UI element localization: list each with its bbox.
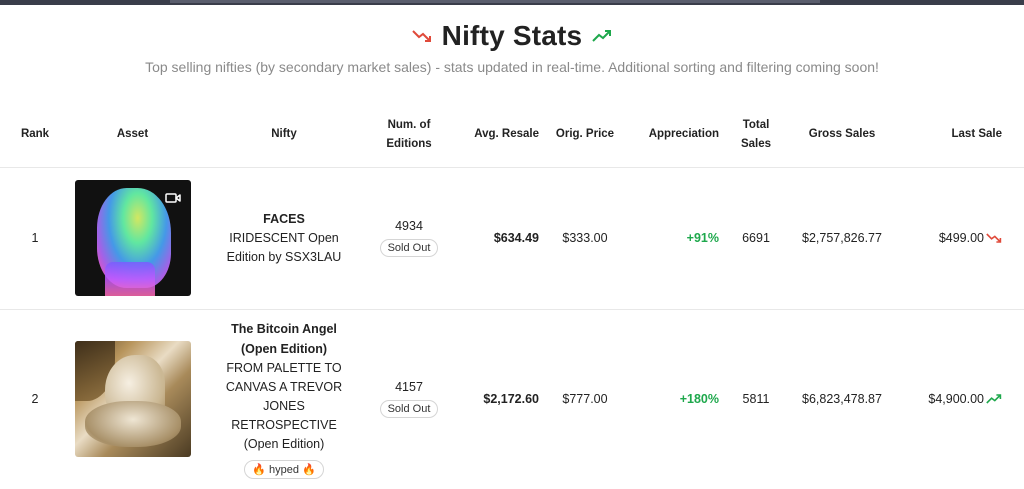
nifty-stats-table: Rank Asset Nifty Num. of Editions Avg. R… <box>0 103 1024 489</box>
nifty-subtitle-line4: RETROSPECTIVE <box>231 418 337 433</box>
column-header-appreciation[interactable]: Appreciation <box>648 128 719 141</box>
last-sale-cell: $499.00 <box>899 167 1024 309</box>
video-camera-icon <box>164 193 181 203</box>
title-row: Nifty Stats <box>0 18 1024 54</box>
editions-header-line1: Num. of <box>387 118 431 131</box>
rank-cell: 2 <box>31 392 39 407</box>
browser-tab-strip <box>170 0 820 3</box>
nifty-title-link[interactable]: The Bitcoin Angel (Open Edition) <box>195 319 373 359</box>
fire-icon: 🔥 <box>252 464 266 477</box>
gross-sales-cell: $6,823,478.87 <box>802 392 882 407</box>
page-title: Nifty Stats <box>441 20 583 51</box>
sold-out-badge: Sold Out <box>379 239 439 257</box>
asset-cell <box>70 167 195 309</box>
nifty-subtitle-line5: (Open Edition) <box>243 437 325 452</box>
trending-up-icon <box>986 394 1002 404</box>
total-header-line1: Total <box>742 118 770 131</box>
page-header: Nifty Stats Top selling nifties (by seco… <box>0 18 1024 75</box>
table-row[interactable]: 1 FACES IRIDESCENT Open Edition by SSX3L… <box>0 167 1024 309</box>
editions-header-line2: Editions <box>386 137 432 150</box>
editions-cell: 4157 Sold Out <box>373 309 445 489</box>
editions-cell: 4934 Sold Out <box>373 167 445 309</box>
total-header-line2: Sales <box>740 137 772 150</box>
nifty-title-line2: (Open Edition) <box>240 342 328 357</box>
column-header-asset[interactable]: Asset <box>116 128 149 141</box>
avg-resale-cell: $2,172.60 <box>483 392 539 407</box>
browser-top-bar <box>0 0 1024 5</box>
orig-price-cell: $333.00 <box>562 231 608 245</box>
asset-cell <box>70 309 195 489</box>
nifty-subtitle: FROM PALETTE TO CANVAS A TREVOR JONES RE… <box>195 359 373 454</box>
hyped-label: hyped <box>269 464 299 477</box>
asset-thumbnail[interactable] <box>74 341 191 458</box>
gross-sales-cell: $2,757,826.77 <box>802 231 882 245</box>
orig-price-cell: $777.00 <box>562 392 608 407</box>
asset-thumbnail[interactable] <box>74 180 191 296</box>
last-sale-wrap: $4,900.00 <box>928 392 1002 406</box>
appreciation-cell: +180% <box>679 392 719 407</box>
column-header-rank[interactable]: Rank <box>20 128 50 141</box>
total-sales-cell: 5811 <box>742 392 770 407</box>
avg-resale-cell: $634.49 <box>493 231 539 245</box>
table-row[interactable]: 2 The Bitcoin Angel (Open Edition) FROM … <box>0 309 1024 489</box>
rank-cell: 1 <box>31 231 39 245</box>
column-header-total-sales[interactable]: Total Sales <box>727 103 785 167</box>
column-header-orig-price[interactable]: Orig. Price <box>555 128 615 141</box>
editions-count: 4157 <box>395 380 423 395</box>
last-sale-value: $4,900.00 <box>928 392 984 407</box>
column-header-last-sale[interactable]: Last Sale <box>951 128 1003 141</box>
column-header-editions[interactable]: Num. of Editions <box>373 103 445 167</box>
trending-down-icon <box>411 30 431 42</box>
last-sale-cell: $4,900.00 <box>899 309 1024 489</box>
sold-out-badge: Sold Out <box>379 400 439 419</box>
nifty-title-line1: The Bitcoin Angel <box>231 322 337 337</box>
nifty-subtitle: IRIDESCENT Open Edition by SSX3LAU <box>226 231 342 264</box>
table-header-row: Rank Asset Nifty Num. of Editions Avg. R… <box>0 103 1024 167</box>
total-sales-cell: 6691 <box>742 231 770 245</box>
nifty-subtitle-line3: JONES <box>263 399 305 414</box>
nifty-subtitle-line1: FROM PALETTE TO <box>226 361 342 376</box>
thumbnail-art-neck <box>104 262 155 296</box>
hyped-badge: 🔥 hyped 🔥 <box>244 460 324 480</box>
column-header-gross-sales[interactable]: Gross Sales <box>808 128 876 141</box>
fire-icon: 🔥 <box>302 464 316 477</box>
nifty-subtitle-line2: CANVAS A TREVOR <box>225 380 343 395</box>
nifty-title-link[interactable]: FACES <box>263 212 305 226</box>
last-sale-wrap: $499.00 <box>939 231 1002 245</box>
column-header-nifty[interactable]: Nifty <box>271 128 297 141</box>
trending-up-icon <box>592 30 612 42</box>
column-header-avg-resale[interactable]: Avg. Resale <box>474 128 539 141</box>
appreciation-cell: +91% <box>686 231 719 245</box>
page-subtitle: Top selling nifties (by secondary market… <box>145 59 879 75</box>
editions-count: 4934 <box>395 219 423 233</box>
thumbnail-art-drapery <box>84 401 181 448</box>
nifty-cell: The Bitcoin Angel (Open Edition) FROM PA… <box>195 309 373 489</box>
trending-down-icon <box>986 233 1002 243</box>
nifty-cell: FACES IRIDESCENT Open Edition by SSX3LAU <box>195 167 373 309</box>
last-sale-value: $499.00 <box>938 231 984 245</box>
